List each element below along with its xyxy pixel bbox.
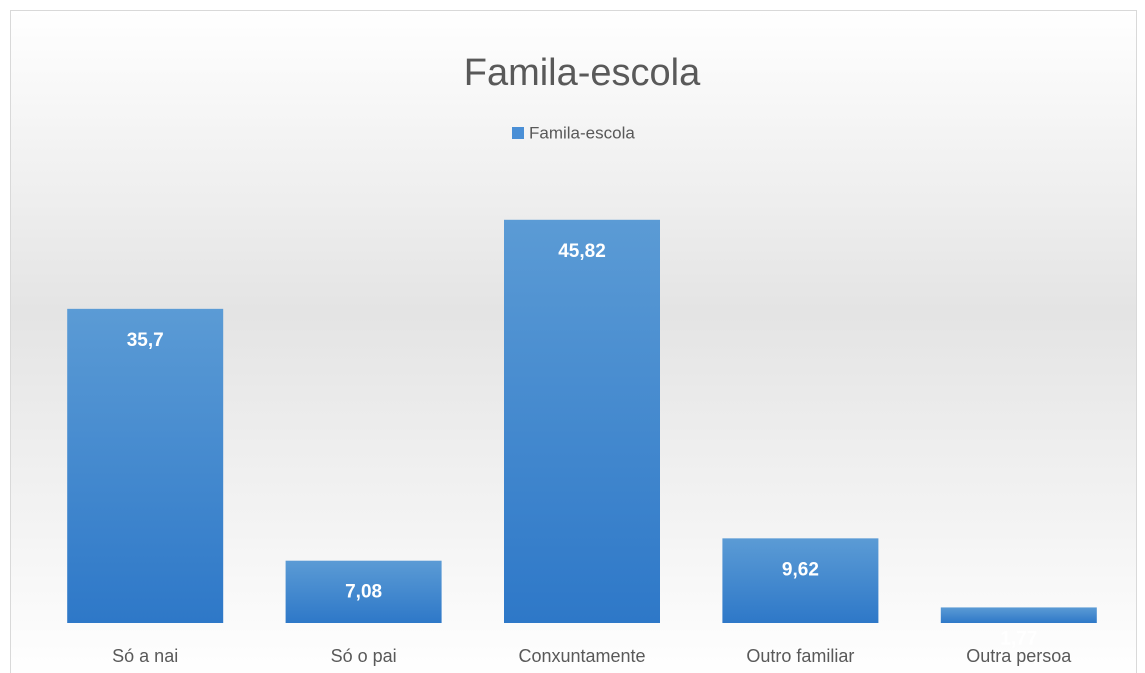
data-label: 45,82 [558,241,606,262]
x-tick-label: Só a nai [112,646,178,666]
x-tick-label: Outra persoa [966,646,1072,666]
data-label: 35,7 [127,330,164,351]
legend: Famila-escola [512,123,635,142]
x-tick-label: Conxuntamente [518,646,645,666]
chart-title: Famila-escola [464,52,701,94]
bar [504,219,660,623]
bar [722,538,879,623]
legend-label: Famila-escola [529,123,635,142]
x-tick-label: Outro familiar [746,646,854,666]
bar [940,607,1097,623]
data-label: 1,77 [1000,628,1037,649]
data-label: 7,08 [345,582,382,603]
bar [67,308,224,623]
legend-swatch [512,127,524,139]
data-label: 9,62 [782,559,819,580]
bar [285,560,442,623]
x-tick-label: Só o pai [331,646,397,666]
